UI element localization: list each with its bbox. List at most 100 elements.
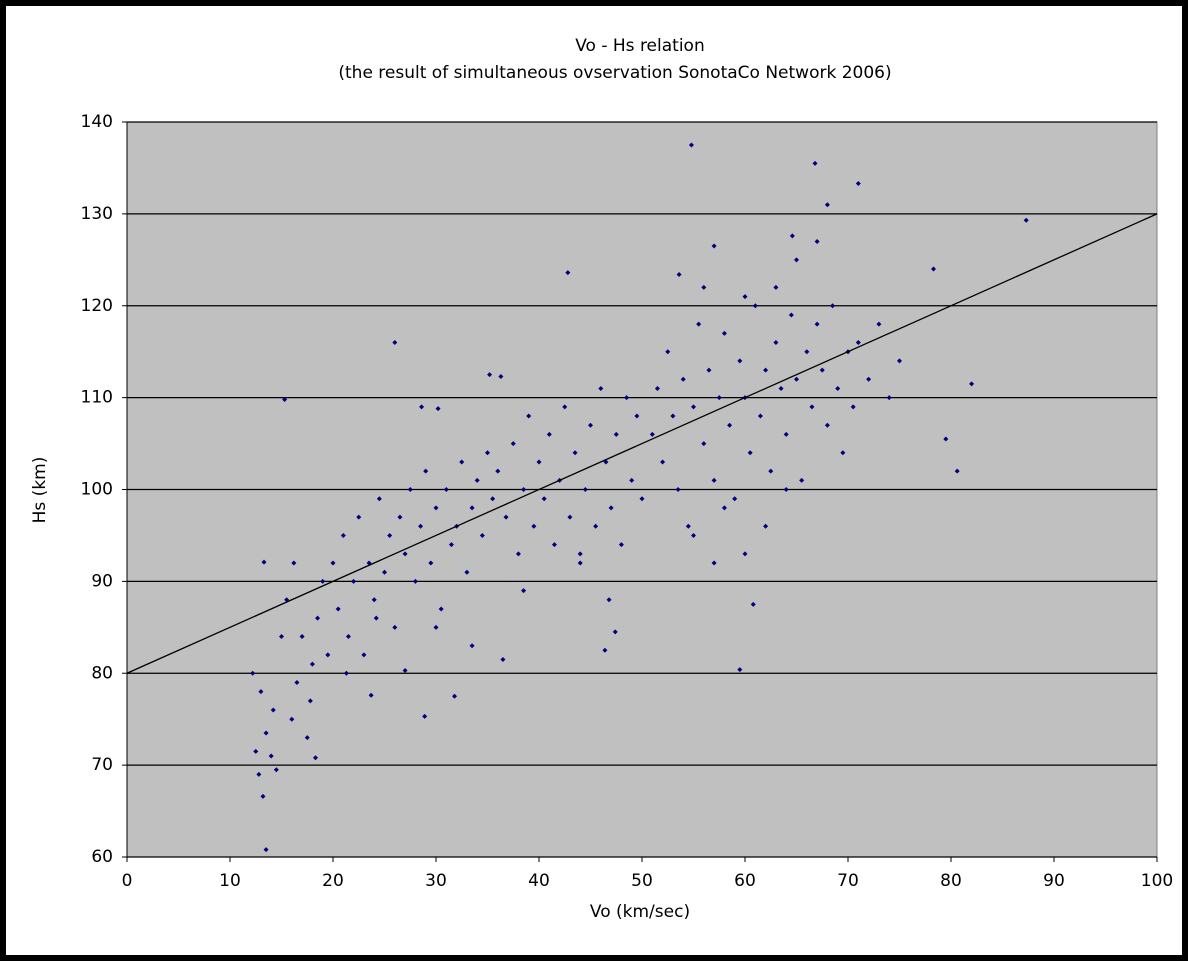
data-point xyxy=(562,404,568,410)
y-tick-label: 100 xyxy=(81,480,113,500)
data-point xyxy=(294,679,300,685)
data-point xyxy=(660,459,666,465)
data-point xyxy=(397,514,403,520)
data-point xyxy=(742,551,748,557)
data-point xyxy=(654,385,660,391)
data-point xyxy=(855,181,861,187)
data-point xyxy=(258,689,264,695)
data-point xyxy=(943,436,949,442)
y-tick-label: 120 xyxy=(81,296,113,316)
data-point xyxy=(886,395,892,401)
data-point xyxy=(750,601,756,607)
data-point xyxy=(282,396,288,402)
x-tick-label: 40 xyxy=(528,871,550,891)
data-point xyxy=(706,367,712,373)
data-point xyxy=(866,376,872,382)
data-point xyxy=(433,624,439,630)
data-point xyxy=(253,748,259,754)
y-tick-label: 60 xyxy=(91,847,113,867)
data-point xyxy=(752,303,758,309)
data-point xyxy=(721,330,727,336)
data-point xyxy=(608,505,614,511)
data-point xyxy=(464,569,470,575)
data-point xyxy=(356,514,362,520)
data-point xyxy=(819,367,825,373)
data-point xyxy=(639,496,645,502)
data-point xyxy=(418,523,424,529)
data-point xyxy=(809,404,815,410)
x-tick-label: 100 xyxy=(1141,871,1173,891)
data-point xyxy=(448,542,454,548)
data-point xyxy=(304,735,310,741)
data-point xyxy=(521,588,527,594)
data-point xyxy=(737,667,743,673)
data-point xyxy=(268,753,274,759)
data-point xyxy=(789,233,795,239)
y-tick-label: 70 xyxy=(91,755,113,775)
data-point xyxy=(546,431,552,437)
data-point xyxy=(794,376,799,382)
data-point xyxy=(531,523,537,529)
data-point xyxy=(351,578,357,584)
data-point xyxy=(565,270,571,276)
y-axis-label: Hs (km) xyxy=(30,457,50,524)
data-point xyxy=(757,413,763,419)
data-point xyxy=(763,367,769,373)
data-point xyxy=(438,606,444,612)
data-point xyxy=(335,606,341,612)
data-point xyxy=(814,321,820,327)
data-point xyxy=(279,634,284,639)
data-point xyxy=(402,551,408,557)
data-point xyxy=(716,395,722,401)
data-point xyxy=(521,487,527,492)
data-point xyxy=(273,767,279,773)
x-tick-label: 90 xyxy=(1043,871,1065,891)
data-point xyxy=(320,578,326,584)
data-point xyxy=(541,496,547,502)
data-point xyxy=(312,755,318,761)
data-point xyxy=(670,413,676,419)
data-point xyxy=(402,667,408,673)
chart-title: Vo - Hs relation xyxy=(575,36,704,56)
data-point xyxy=(260,793,266,799)
data-point xyxy=(577,560,583,566)
y-tick-label: 140 xyxy=(81,112,113,132)
data-point xyxy=(691,532,696,538)
data-point xyxy=(291,560,297,566)
x-tick-label: 10 xyxy=(219,871,241,891)
data-point xyxy=(498,373,504,379)
data-point xyxy=(676,272,682,278)
data-point xyxy=(422,713,428,719)
data-point xyxy=(696,321,702,327)
data-point xyxy=(840,450,846,456)
data-point xyxy=(443,487,449,492)
data-point xyxy=(593,523,599,529)
data-point xyxy=(340,532,346,538)
data-point xyxy=(299,634,305,639)
data-point xyxy=(665,349,671,355)
data-point xyxy=(824,202,830,208)
data-point xyxy=(503,514,509,520)
data-point xyxy=(602,647,608,653)
data-point xyxy=(315,615,321,621)
data-point xyxy=(567,514,573,520)
data-point xyxy=(783,431,789,437)
data-point xyxy=(500,656,506,662)
data-point xyxy=(954,468,960,474)
data-point xyxy=(701,284,707,290)
data-point xyxy=(309,661,315,667)
data-point xyxy=(701,441,707,447)
data-point xyxy=(376,496,382,502)
data-point xyxy=(613,431,619,437)
data-point xyxy=(412,578,418,584)
data-point xyxy=(794,257,799,263)
data-point xyxy=(345,634,351,639)
data-point xyxy=(763,523,769,529)
data-point xyxy=(930,266,936,272)
data-point xyxy=(624,395,630,401)
data-point xyxy=(598,385,604,391)
data-point xyxy=(799,477,805,483)
data-point xyxy=(479,532,485,538)
